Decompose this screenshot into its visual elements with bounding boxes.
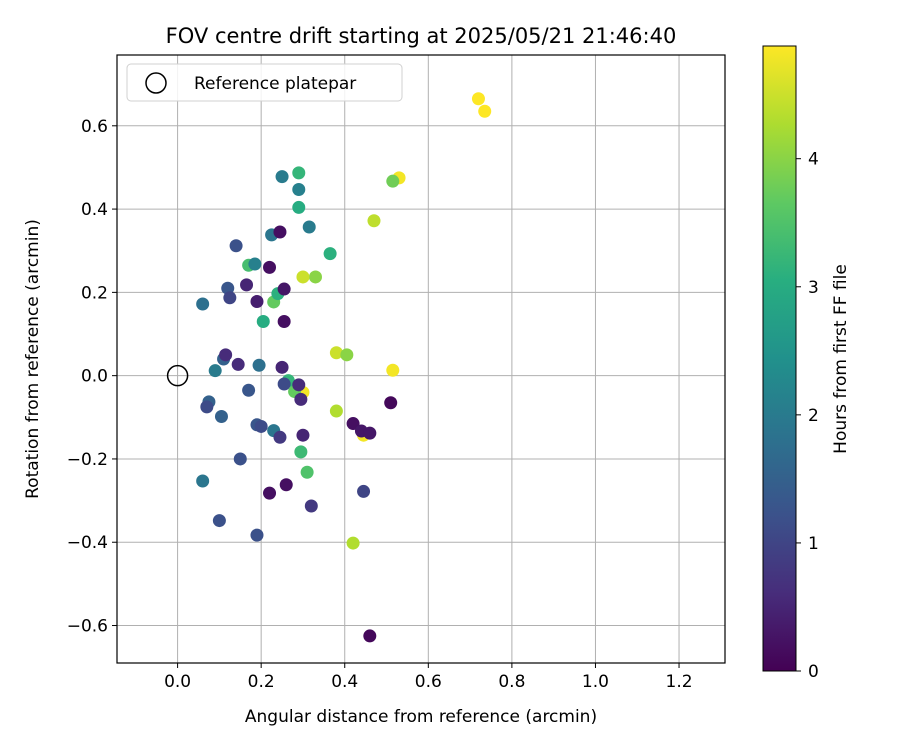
colorbar-tick-label: 0 bbox=[808, 662, 819, 682]
data-points bbox=[196, 92, 492, 643]
data-point bbox=[300, 465, 314, 479]
data-point bbox=[384, 396, 398, 410]
data-point bbox=[196, 474, 210, 488]
data-point bbox=[296, 428, 310, 442]
data-point bbox=[346, 536, 360, 550]
data-point bbox=[292, 200, 306, 214]
data-point bbox=[275, 360, 289, 374]
data-point bbox=[292, 183, 306, 197]
x-tick-label: 0.0 bbox=[164, 672, 191, 692]
data-point bbox=[346, 417, 360, 431]
x-tick-label: 0.2 bbox=[248, 672, 275, 692]
data-point bbox=[292, 166, 306, 180]
y-tick-label: 0.2 bbox=[81, 283, 108, 303]
data-point bbox=[363, 426, 377, 440]
reference-platepar-marker bbox=[166, 364, 189, 387]
y-tick-label: −0.6 bbox=[67, 617, 108, 637]
data-point bbox=[329, 404, 343, 418]
x-tick-label: 0.4 bbox=[331, 672, 358, 692]
data-point bbox=[273, 430, 287, 444]
data-point bbox=[340, 348, 354, 362]
data-point bbox=[294, 392, 308, 406]
data-point bbox=[250, 295, 264, 309]
chart-title: FOV centre drift starting at 2025/05/21 … bbox=[166, 24, 677, 48]
x-tick-label: 1.2 bbox=[666, 672, 693, 692]
colorbar: 0 1 2 3 4 Hours from first FF file bbox=[762, 45, 851, 682]
legend-box bbox=[126, 63, 403, 102]
y-axis-ticks: −0.6 −0.4 −0.2 0.0 0.2 0.4 0.6 bbox=[67, 117, 117, 637]
plot-frame bbox=[116, 54, 726, 664]
x-axis-label: Angular distance from reference (arcmin) bbox=[245, 707, 597, 727]
legend-reference-marker-icon bbox=[145, 72, 167, 94]
data-point bbox=[263, 486, 277, 500]
data-point bbox=[229, 239, 243, 253]
data-point bbox=[308, 270, 322, 284]
data-point bbox=[279, 478, 293, 492]
data-point bbox=[219, 348, 233, 362]
data-point bbox=[329, 346, 343, 360]
data-point bbox=[231, 357, 245, 371]
legend-label-reference: Reference platepar bbox=[194, 74, 356, 94]
legend: Reference platepar bbox=[126, 63, 403, 102]
data-point bbox=[296, 270, 310, 284]
data-point bbox=[478, 104, 492, 118]
colorbar-label: Hours from first FF file bbox=[831, 264, 851, 454]
data-point bbox=[208, 364, 222, 378]
colorbar-tick-label: 3 bbox=[808, 278, 819, 298]
data-point bbox=[240, 278, 254, 292]
y-axis-label: Rotation from reference (arcmin) bbox=[23, 219, 43, 499]
data-point bbox=[357, 484, 371, 498]
data-point bbox=[277, 377, 291, 391]
data-point bbox=[304, 499, 318, 513]
colorbar-tick-label: 2 bbox=[808, 406, 819, 426]
data-point bbox=[233, 452, 247, 466]
data-point bbox=[223, 291, 237, 305]
data-point bbox=[367, 214, 381, 228]
colorbar-tick-label: 4 bbox=[808, 150, 819, 170]
y-tick-label: 0.4 bbox=[81, 200, 108, 220]
colorbar-ticks: 0 1 2 3 4 bbox=[796, 150, 819, 682]
data-point bbox=[252, 358, 266, 372]
data-point bbox=[386, 174, 400, 188]
data-point bbox=[250, 528, 264, 542]
data-point bbox=[256, 315, 270, 329]
data-point bbox=[275, 170, 289, 184]
y-tick-label: 0.6 bbox=[81, 117, 108, 137]
data-point bbox=[214, 409, 228, 423]
x-tick-label: 0.6 bbox=[415, 672, 442, 692]
y-tick-label: 0.0 bbox=[81, 367, 108, 387]
grid bbox=[117, 55, 725, 663]
data-point bbox=[273, 225, 287, 239]
data-point bbox=[323, 247, 337, 261]
x-tick-label: 1.0 bbox=[582, 672, 609, 692]
data-point bbox=[242, 383, 256, 397]
data-point bbox=[200, 400, 214, 414]
data-point bbox=[363, 629, 377, 643]
data-point bbox=[294, 445, 308, 459]
data-point bbox=[292, 378, 306, 392]
data-point bbox=[386, 363, 400, 377]
data-point bbox=[277, 315, 291, 329]
y-tick-label: −0.2 bbox=[67, 450, 108, 470]
data-point bbox=[254, 419, 268, 433]
x-tick-label: 0.8 bbox=[498, 672, 525, 692]
data-point bbox=[248, 257, 262, 271]
colorbar-gradient bbox=[762, 45, 797, 672]
data-point bbox=[212, 514, 226, 528]
data-point bbox=[471, 92, 485, 106]
data-point bbox=[263, 260, 277, 274]
y-tick-label: −0.4 bbox=[67, 533, 108, 553]
data-point bbox=[196, 297, 210, 311]
data-point bbox=[302, 220, 316, 234]
data-point bbox=[277, 282, 291, 296]
colorbar-tick-label: 1 bbox=[808, 534, 819, 554]
x-axis-ticks: 0.0 0.2 0.4 0.6 0.8 1.0 1.2 bbox=[164, 663, 693, 692]
